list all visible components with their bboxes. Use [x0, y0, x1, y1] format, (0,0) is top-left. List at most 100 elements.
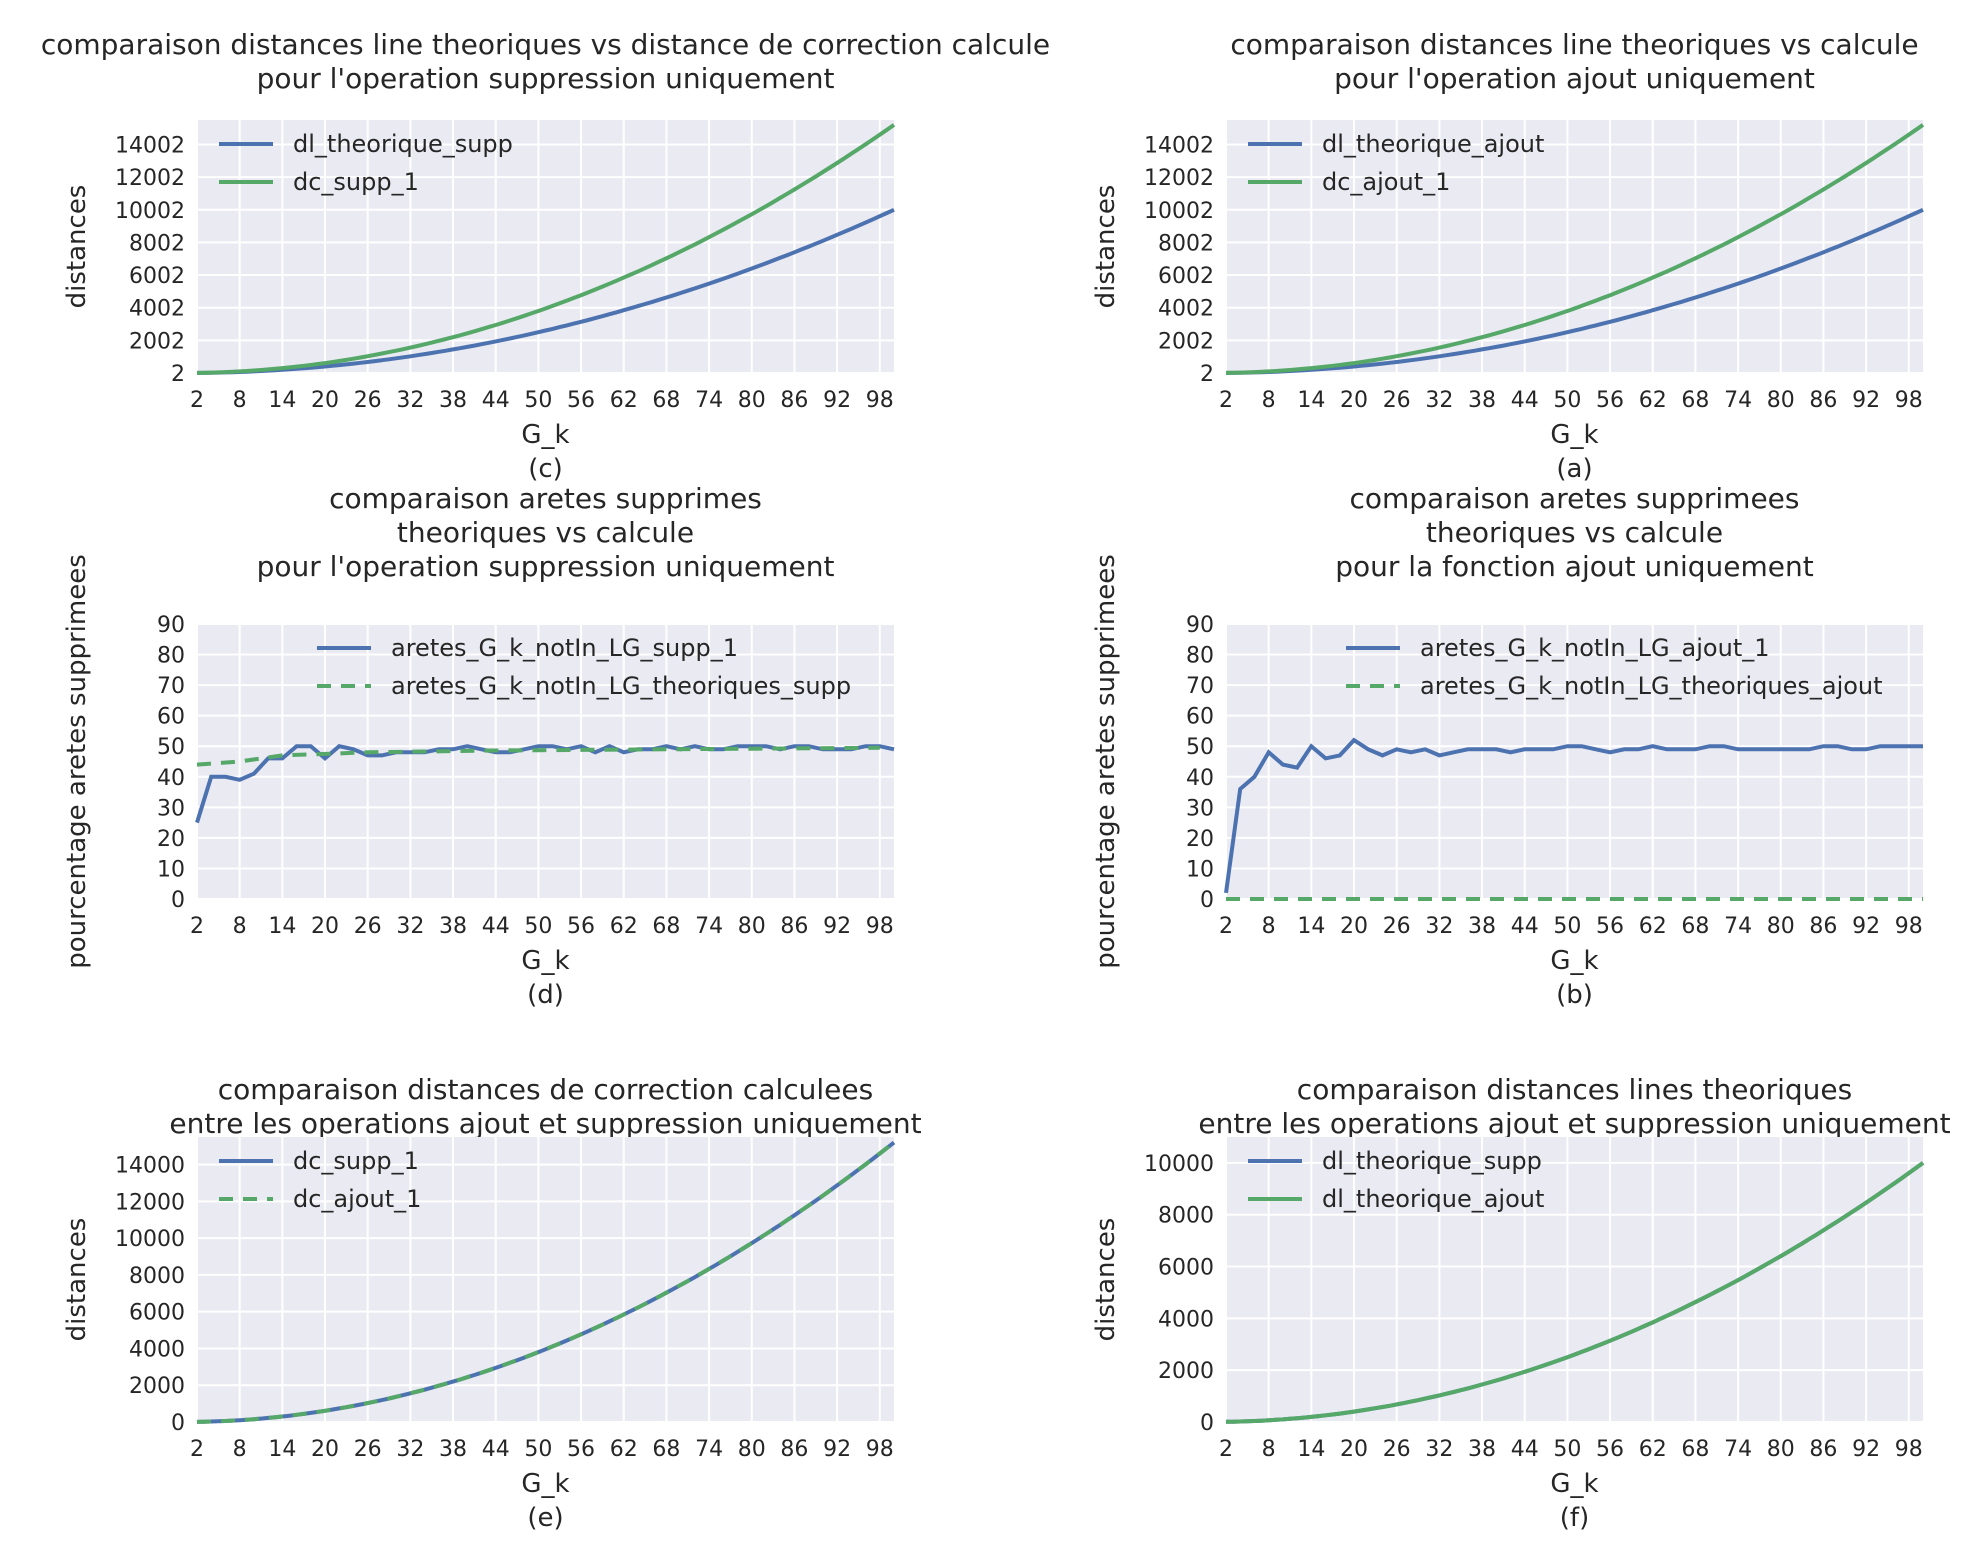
- y-tick-label: 12000: [115, 1190, 185, 1215]
- x-tick-label: 56: [567, 914, 595, 939]
- y-tick-label: 2000: [1158, 1359, 1214, 1384]
- x-tick-label: 80: [1767, 388, 1795, 413]
- y-tick-label: 8002: [129, 231, 185, 256]
- legend-entry: dl_theorique_supp: [1322, 1147, 1542, 1175]
- chart-caption: (c): [528, 454, 563, 484]
- chart-title-line: theoriques vs calcule: [397, 516, 694, 549]
- x-tick-label: 68: [1681, 388, 1709, 413]
- y-tick-label: 2: [1200, 362, 1214, 387]
- x-tick-label: 2: [190, 914, 204, 939]
- series-line: [196, 745, 880, 767]
- plot-area: [1226, 624, 1923, 899]
- chart-title-line: comparaison distances line theoriques vs…: [1230, 28, 1918, 61]
- plot-area: [197, 624, 894, 899]
- x-tick-label: 86: [780, 388, 808, 413]
- x-tick-label: 86: [1809, 914, 1837, 939]
- x-tick-label: 26: [354, 1437, 382, 1462]
- x-tick-label: 32: [1425, 388, 1453, 413]
- y-tick-label: 12002: [1144, 166, 1214, 191]
- x-tick-label: 98: [866, 388, 894, 413]
- y-tick-label: 0: [1200, 888, 1214, 913]
- x-tick-label: 20: [1340, 914, 1368, 939]
- y-tick-label: 40: [1186, 766, 1214, 791]
- y-tick-label: 8000: [129, 1264, 185, 1289]
- x-tick-label: 68: [652, 914, 680, 939]
- y-tick-label: 0: [171, 1411, 185, 1436]
- x-tick-label: 74: [695, 1437, 723, 1462]
- x-tick-label: 68: [1681, 914, 1709, 939]
- chart-title-line: comparaison aretes supprimes: [329, 482, 762, 515]
- x-tick-label: 98: [1895, 914, 1923, 939]
- chart-e: comparaison distances de correction calc…: [62, 1073, 922, 1533]
- x-tick-label: 86: [1809, 1437, 1837, 1462]
- x-tick-label: 38: [1468, 388, 1496, 413]
- y-tick-label: 20: [1186, 827, 1214, 852]
- chart-f: comparaison distances lines theoriquesen…: [1091, 1073, 1951, 1533]
- x-tick-label: 74: [1724, 914, 1752, 939]
- x-tick-label: 26: [354, 388, 382, 413]
- x-tick-label: 74: [695, 914, 723, 939]
- legend-entry: dl_theorique_ajout: [1322, 130, 1544, 158]
- y-tick-label: 14002: [115, 133, 185, 158]
- y-tick-label: 70: [157, 674, 185, 699]
- x-tick-label: 2: [1219, 1437, 1233, 1462]
- y-tick-label: 4002: [1158, 297, 1214, 322]
- x-tick-label: 26: [1383, 914, 1411, 939]
- x-tick-label: 38: [1468, 914, 1496, 939]
- x-axis-label: G_k: [521, 946, 569, 976]
- y-tick-label: 6000: [1158, 1256, 1214, 1281]
- x-tick-label: 80: [738, 1437, 766, 1462]
- y-tick-label: 2000: [129, 1374, 185, 1399]
- x-tick-label: 26: [354, 914, 382, 939]
- x-tick-label: 38: [1468, 1437, 1496, 1462]
- x-tick-label: 2: [190, 388, 204, 413]
- x-tick-label: 98: [1895, 388, 1923, 413]
- y-tick-label: 50: [157, 735, 185, 760]
- y-tick-label: 10002: [1144, 199, 1214, 224]
- x-tick-label: 86: [780, 1437, 808, 1462]
- chart-title-line: comparaison distances de correction calc…: [218, 1073, 873, 1106]
- y-tick-label: 6002: [129, 264, 185, 289]
- y-axis-label: pourcentage aretes supprimees: [62, 554, 92, 969]
- y-tick-label: 60: [157, 705, 185, 730]
- y-tick-label: 4000: [129, 1337, 185, 1362]
- x-tick-label: 20: [311, 914, 339, 939]
- x-tick-label: 26: [1383, 388, 1411, 413]
- y-tick-label: 6002: [1158, 264, 1214, 289]
- x-tick-label: 14: [1297, 914, 1325, 939]
- x-tick-label: 86: [780, 914, 808, 939]
- x-tick-label: 2: [1219, 388, 1233, 413]
- chart-caption: (a): [1556, 454, 1592, 484]
- y-axis-label: distances: [1091, 185, 1121, 309]
- x-tick-label: 50: [1553, 1437, 1581, 1462]
- legend-entry: aretes_G_k_notIn_LG_theoriques_supp: [391, 672, 851, 700]
- x-tick-label: 98: [866, 1437, 894, 1462]
- x-tick-label: 80: [738, 388, 766, 413]
- x-tick-label: 20: [311, 1437, 339, 1462]
- y-tick-label: 10002: [115, 199, 185, 224]
- x-tick-label: 92: [1852, 914, 1880, 939]
- series-line: [1225, 123, 1925, 375]
- y-tick-label: 70: [1186, 674, 1214, 699]
- x-tick-label: 8: [233, 914, 247, 939]
- chart-caption: (d): [527, 980, 564, 1010]
- x-tick-label: 62: [610, 1437, 638, 1462]
- series-line: [1225, 1161, 1925, 1424]
- x-tick-label: 56: [1596, 914, 1624, 939]
- chart-title-line: pour l'operation ajout uniquement: [1334, 62, 1815, 95]
- y-tick-label: 12002: [115, 166, 185, 191]
- chart-title-line: theoriques vs calcule: [1426, 516, 1723, 549]
- y-axis-label: distances: [62, 1218, 92, 1342]
- x-tick-label: 92: [1852, 388, 1880, 413]
- x-tick-label: 44: [1511, 1437, 1539, 1462]
- x-tick-label: 44: [1511, 388, 1539, 413]
- y-tick-label: 14002: [1144, 133, 1214, 158]
- legend-entry: dl_theorique_supp: [293, 130, 513, 158]
- x-tick-label: 92: [1852, 1437, 1880, 1462]
- chart-caption: (e): [527, 1503, 563, 1533]
- y-tick-label: 10: [1186, 857, 1214, 882]
- series-line: [196, 1140, 896, 1424]
- x-axis-label: G_k: [521, 1469, 569, 1499]
